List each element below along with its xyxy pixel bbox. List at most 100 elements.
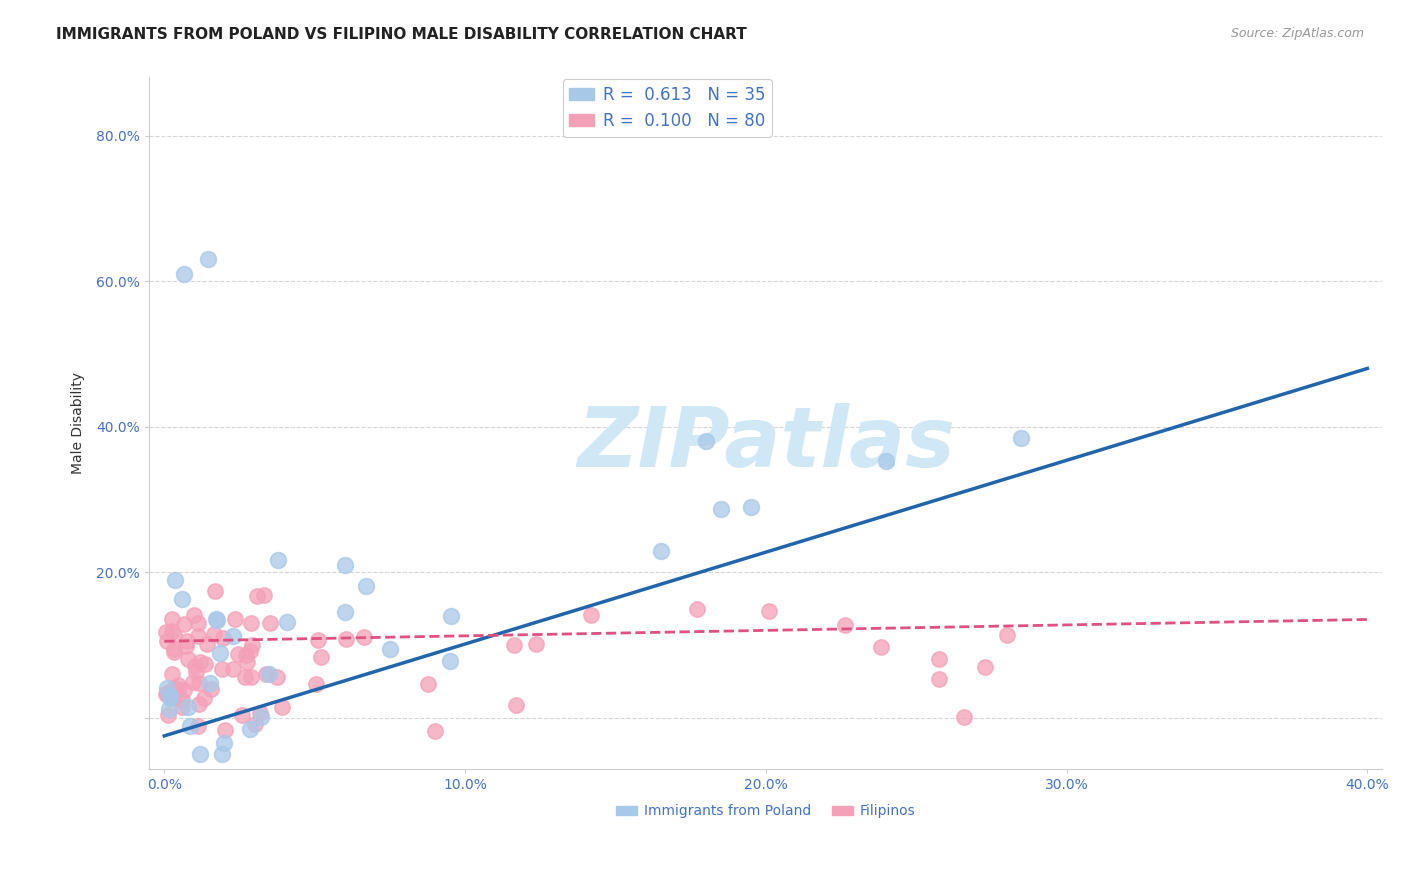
Point [205,612,228,626]
Point [193,691,215,706]
Point [221,662,243,676]
Point [157,708,180,723]
Point [239,616,262,631]
Text: ZIPatlas: ZIPatlas [576,403,955,484]
Point [177,651,200,665]
Point [176,634,198,648]
Point [173,683,195,698]
Point [503,638,526,652]
Point [311,649,333,664]
Point [200,681,222,696]
Point [163,645,186,659]
Point [170,700,193,714]
Point [307,633,329,648]
Point [187,629,209,643]
Point [202,626,225,640]
Point [335,632,357,646]
Point [160,666,183,681]
Point [834,617,856,632]
Point [253,588,276,602]
Legend: Immigrants from Poland, Filipinos: Immigrants from Poland, Filipinos [610,798,921,824]
Point [758,604,780,618]
Point [155,634,177,648]
Point [353,630,375,644]
Point [505,698,527,712]
Point [928,673,950,687]
Point [423,723,446,738]
Point [162,682,184,697]
Point [439,654,461,668]
Point [156,681,179,696]
Point [211,662,233,676]
Point [224,612,246,626]
Point [266,670,288,684]
Point [271,699,294,714]
Point [211,747,233,761]
Point [240,638,263,652]
Point [167,678,190,692]
Point [188,747,211,761]
Point [194,657,217,671]
Point [579,607,602,622]
Point [1011,431,1033,445]
Point [163,573,186,587]
Point [305,676,328,690]
Point [333,558,356,572]
Point [159,690,181,704]
Point [197,252,219,267]
Point [869,640,891,654]
Point [160,612,183,626]
Point [163,628,186,642]
Point [239,722,262,736]
Point [205,613,228,627]
Point [186,665,208,680]
Point [267,552,290,566]
Point [167,681,190,696]
Point [222,630,245,644]
Text: IMMIGRANTS FROM POLAND VS FILIPINO MALE DISABILITY CORRELATION CHART: IMMIGRANTS FROM POLAND VS FILIPINO MALE … [56,27,747,42]
Point [524,637,547,651]
Point [650,543,672,558]
Point [686,601,709,615]
Point [250,709,273,723]
Point [173,617,195,632]
Text: Source: ZipAtlas.com: Source: ZipAtlas.com [1230,27,1364,40]
Point [740,500,762,514]
Point [243,716,266,731]
Point [995,628,1018,642]
Point [187,675,209,690]
Point [204,584,226,599]
Point [181,674,204,689]
Point [418,676,440,690]
Point [157,702,180,716]
Point [188,655,211,669]
Point [170,693,193,707]
Point [440,608,463,623]
Point [231,708,253,723]
Point [162,624,184,638]
Point [172,591,194,606]
Point [179,719,201,733]
Point [239,670,262,684]
Point [188,698,211,712]
Point [214,723,236,737]
Point [155,624,177,639]
Point [187,719,209,733]
Point [233,670,256,684]
Point [249,706,271,720]
Point [177,699,200,714]
Point [195,637,218,651]
Point [163,642,186,657]
Point [174,639,197,653]
Point [254,666,277,681]
Point [259,616,281,631]
Point [875,454,897,468]
Point [183,608,205,623]
Point [710,502,733,516]
Point [236,655,259,669]
Point [378,641,401,656]
Point [198,675,221,690]
Point [974,660,997,674]
Point [155,687,177,701]
Point [333,605,356,619]
